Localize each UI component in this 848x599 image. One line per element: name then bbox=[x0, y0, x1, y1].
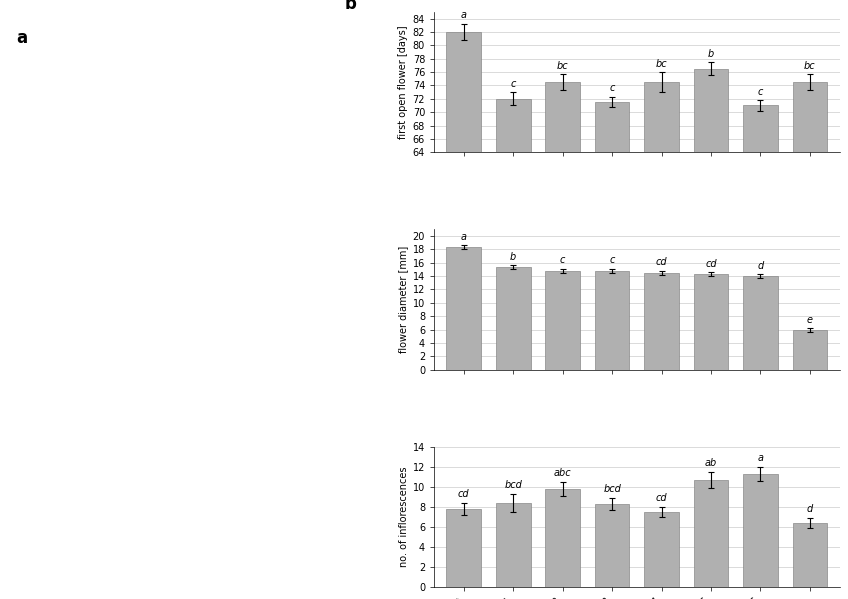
Text: c: c bbox=[510, 78, 516, 89]
Bar bbox=[793, 330, 827, 370]
Text: c: c bbox=[610, 83, 615, 93]
Text: a: a bbox=[17, 29, 28, 47]
Text: b: b bbox=[510, 252, 516, 262]
Text: b: b bbox=[345, 0, 357, 13]
Bar bbox=[496, 267, 531, 370]
Text: cd: cd bbox=[458, 489, 470, 500]
Bar bbox=[644, 82, 679, 580]
Text: c: c bbox=[758, 87, 763, 96]
Bar bbox=[594, 102, 629, 580]
Bar bbox=[644, 273, 679, 370]
Text: cd: cd bbox=[706, 259, 717, 268]
Bar bbox=[743, 105, 778, 580]
Bar bbox=[743, 276, 778, 370]
Text: bcd: bcd bbox=[505, 480, 522, 491]
Bar bbox=[594, 271, 629, 370]
Text: d: d bbox=[806, 504, 813, 515]
Bar bbox=[447, 32, 481, 580]
Text: bc: bc bbox=[656, 59, 667, 68]
Bar bbox=[694, 480, 728, 587]
Text: bcd: bcd bbox=[603, 485, 621, 494]
Text: b: b bbox=[708, 49, 714, 59]
Text: ab: ab bbox=[705, 458, 717, 468]
Text: cd: cd bbox=[656, 494, 667, 503]
Bar bbox=[793, 523, 827, 587]
Text: c: c bbox=[610, 255, 615, 265]
Bar bbox=[447, 509, 481, 587]
Bar bbox=[496, 99, 531, 580]
Bar bbox=[793, 82, 827, 580]
Bar bbox=[545, 82, 580, 580]
Bar bbox=[694, 69, 728, 580]
Text: a: a bbox=[757, 453, 763, 463]
Text: d: d bbox=[757, 261, 763, 271]
Y-axis label: first open flower [days]: first open flower [days] bbox=[399, 25, 409, 139]
Text: a: a bbox=[460, 232, 466, 242]
Bar bbox=[447, 247, 481, 370]
Bar bbox=[743, 474, 778, 587]
Bar bbox=[644, 512, 679, 587]
Text: e: e bbox=[806, 314, 813, 325]
Y-axis label: no. of inflorescences: no. of inflorescences bbox=[399, 467, 409, 567]
Text: c: c bbox=[560, 255, 566, 265]
Text: a: a bbox=[460, 11, 466, 20]
Text: bc: bc bbox=[557, 60, 568, 71]
Bar bbox=[594, 504, 629, 587]
Text: bc: bc bbox=[804, 60, 816, 71]
Bar bbox=[545, 489, 580, 587]
Bar bbox=[496, 503, 531, 587]
Bar bbox=[545, 271, 580, 370]
Text: abc: abc bbox=[554, 468, 572, 479]
Y-axis label: flower diameter [mm]: flower diameter [mm] bbox=[399, 246, 409, 353]
Bar bbox=[694, 274, 728, 370]
Text: cd: cd bbox=[656, 258, 667, 267]
